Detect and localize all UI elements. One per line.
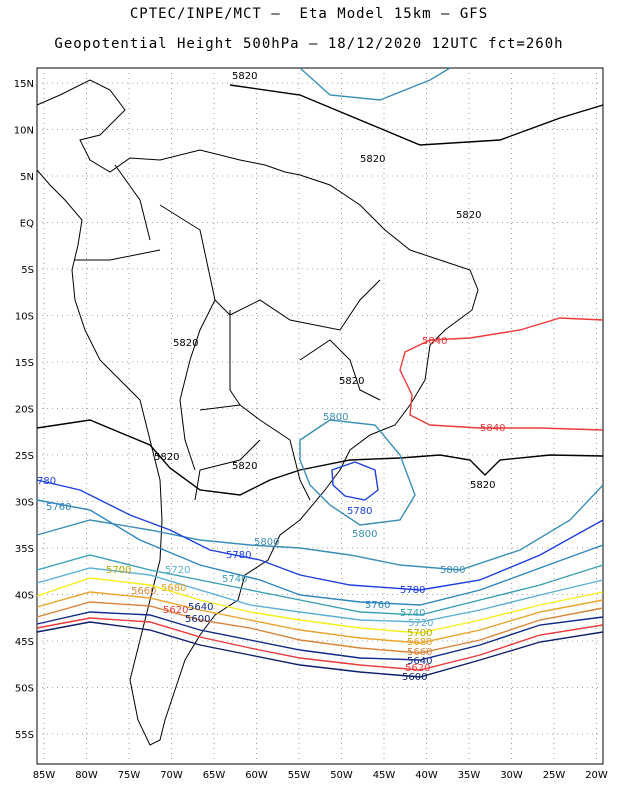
label-5780: 5780 bbox=[226, 550, 251, 561]
label-5800: 5800 bbox=[352, 529, 377, 540]
longitude-labels: 85W 80W 75W 70W 65W 60W 55W 50W 45W 40W 35W 30W 25W 2… bbox=[33, 770, 608, 781]
label-5680: 5680 bbox=[161, 583, 186, 594]
label-5720: 5720 bbox=[408, 618, 433, 629]
label-5640: 5640 bbox=[188, 602, 213, 613]
contour-5840 bbox=[399, 317, 604, 431]
lat-label: 20S bbox=[15, 405, 34, 416]
label-5820: 5820 bbox=[470, 480, 495, 491]
label-5780: 5780 bbox=[400, 585, 425, 596]
lat-label: 45S bbox=[15, 637, 34, 648]
lon-label: 55W bbox=[288, 770, 311, 781]
label-5800: 5800 bbox=[440, 565, 465, 576]
lat-label: 10N bbox=[14, 126, 34, 137]
map-title-line-2: Geopotential Height 500hPa – 18/12/2020 … bbox=[54, 36, 564, 52]
contour-5760 bbox=[36, 499, 604, 606]
label-5600: 5600 bbox=[185, 614, 210, 625]
lat-label: 30S bbox=[15, 498, 34, 509]
lon-label: 65W bbox=[203, 770, 226, 781]
label-5660: 5660 bbox=[131, 586, 156, 597]
label-5800: 5800 bbox=[254, 537, 279, 548]
lat-label: 15N bbox=[14, 79, 34, 90]
label-5600: 5600 bbox=[402, 672, 427, 683]
map-frame bbox=[36, 67, 604, 765]
contour-5800-south bbox=[36, 484, 604, 571]
contour-5780-closed bbox=[331, 461, 379, 501]
lat-label: 55S bbox=[15, 730, 34, 741]
contours bbox=[36, 67, 604, 678]
lat-label: 25S bbox=[15, 451, 34, 462]
lat-label: 15S bbox=[15, 358, 34, 369]
contour-5820-arc bbox=[299, 67, 451, 101]
lon-label: 85W bbox=[33, 770, 56, 781]
contour-5740 bbox=[36, 554, 604, 616]
label-5800: 5800 bbox=[323, 412, 348, 423]
contour-5640 bbox=[36, 611, 604, 661]
label-5820: 5820 bbox=[360, 154, 385, 165]
label-5720: 5720 bbox=[165, 565, 190, 576]
contour-5680 bbox=[36, 591, 604, 644]
label-5640: 5640 bbox=[407, 656, 432, 667]
contour-5800-closed bbox=[299, 419, 416, 526]
lon-label: 40W bbox=[415, 770, 438, 781]
lat-label: 10S bbox=[15, 312, 34, 323]
label-5820: 5820 bbox=[173, 338, 198, 349]
label-5620: 5620 bbox=[163, 605, 188, 616]
lon-label: 35W bbox=[458, 770, 481, 781]
label-5680: 5680 bbox=[407, 637, 432, 648]
contour-value-labels: 5820 5820 5820 5820 5820 5820 5820 5820 … bbox=[37, 71, 505, 683]
latitude-labels: 15N 10N 5N EQ 5S 10S 15S 20S 25S 30S 35S 40S 45S 50S 5… bbox=[14, 79, 34, 741]
lon-label: 80W bbox=[75, 770, 98, 781]
lon-label: 60W bbox=[245, 770, 268, 781]
label-5620: 5620 bbox=[405, 663, 430, 674]
lat-label: 35S bbox=[15, 544, 34, 555]
label-5820: 5820 bbox=[232, 461, 257, 472]
lat-label: 50S bbox=[15, 684, 34, 695]
label-5820: 5820 bbox=[339, 376, 364, 387]
lat-label: 40S bbox=[15, 591, 34, 602]
label-5820: 5820 bbox=[456, 210, 481, 221]
label-5780: 5780 bbox=[347, 506, 372, 517]
label-5740: 5740 bbox=[400, 608, 425, 619]
label-5820: 5820 bbox=[232, 71, 257, 82]
label-5840: 5840 bbox=[422, 336, 447, 347]
contour-5820-south bbox=[36, 419, 604, 496]
contour-5620 bbox=[36, 617, 604, 671]
label-5820: 5820 bbox=[154, 452, 179, 463]
lat-label: 5N bbox=[20, 172, 34, 183]
lat-label: 5S bbox=[21, 265, 34, 276]
contour-5700 bbox=[36, 577, 604, 634]
lon-label: 20W bbox=[585, 770, 608, 781]
map-title-line-1: CPTEC/INPE/MCT – Eta Model 15km – GFS bbox=[129, 6, 489, 22]
contour-5600 bbox=[36, 621, 604, 678]
label-5760: 5760 bbox=[365, 600, 390, 611]
label-5740: 5740 bbox=[222, 574, 247, 585]
lon-label: 50W bbox=[330, 770, 353, 781]
lon-label: 30W bbox=[500, 770, 523, 781]
contour-5820-north bbox=[229, 84, 604, 146]
lon-label: 25W bbox=[543, 770, 566, 781]
label-5760: 5760 bbox=[46, 502, 71, 513]
lat-label: EQ bbox=[20, 219, 34, 230]
lon-label: 45W bbox=[373, 770, 396, 781]
lon-label: 75W bbox=[118, 770, 141, 781]
label-5660: 5660 bbox=[407, 647, 432, 658]
lon-label: 70W bbox=[160, 770, 183, 781]
contour-5720 bbox=[36, 567, 604, 623]
contour-5780 bbox=[36, 479, 604, 591]
label-5700: 5700 bbox=[106, 565, 131, 576]
label-5700: 5700 bbox=[407, 628, 432, 639]
label-5840: 5840 bbox=[480, 423, 505, 434]
contour-5660 bbox=[36, 601, 604, 654]
label-5780: 780 bbox=[37, 476, 56, 487]
